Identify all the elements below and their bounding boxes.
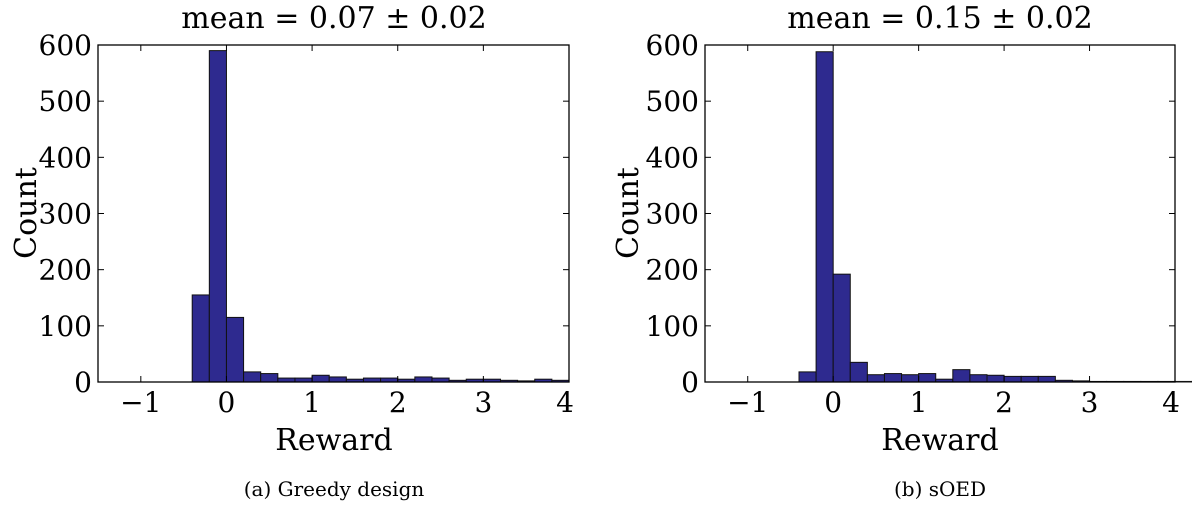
y-tick-label: 500 (646, 85, 699, 118)
x-ticks: −1 0 1 2 3 4 (120, 45, 574, 419)
y-tick-label: 300 (646, 198, 699, 231)
y-tick-label: 300 (39, 198, 92, 231)
histogram-bar (328, 376, 347, 383)
x-axis-label: Reward (881, 423, 998, 458)
histogram-bar (191, 294, 210, 383)
x-tick-label: 0 (824, 386, 842, 419)
histogram-bar (969, 374, 988, 383)
y-tick-label: 100 (39, 310, 92, 343)
plot-frame (97, 44, 570, 383)
histogram-bar (952, 369, 971, 383)
histogram-bar (243, 371, 262, 383)
figure-caption: (b) sOED (894, 477, 986, 501)
histogram-bar (849, 361, 868, 383)
histogram-soed: mean = 0.15 ± 0.02 −1 0 1 2 3 4 0 100 200 300 400… (611, 1, 1192, 501)
histogram-bar (208, 50, 227, 383)
y-ticks: 0 100 200 300 400 500 600 (39, 29, 569, 399)
histogram-bar (918, 373, 937, 383)
chart-title: mean = 0.15 ± 0.02 (787, 1, 1092, 36)
x-tick-label: 3 (474, 386, 492, 419)
x-tick-label: 4 (556, 386, 574, 419)
histogram-bar (1020, 375, 1039, 383)
histogram-bar (414, 376, 433, 383)
histogram-bar (986, 374, 1005, 383)
histogram-bar (901, 374, 920, 383)
histogram-bar (815, 51, 834, 383)
y-axis-label: Count (611, 167, 646, 259)
bars-layer (798, 51, 1192, 383)
x-ticks: −1 0 1 2 3 4 (727, 45, 1180, 419)
y-tick-label: 200 (646, 254, 699, 287)
histogram-bar (798, 371, 817, 383)
y-axis-label: Count (9, 167, 44, 259)
histogram-bar (832, 273, 851, 383)
y-tick-label: 400 (646, 141, 699, 174)
histogram-bar (311, 374, 330, 383)
x-axis-label: Reward (275, 423, 392, 458)
histogram-bar (1037, 375, 1056, 383)
y-tick-label: 0 (74, 366, 92, 399)
x-tick-label: 2 (389, 386, 407, 419)
x-tick-label: 4 (1162, 386, 1180, 419)
y-tick-label: 0 (681, 366, 699, 399)
y-tick-label: 600 (39, 29, 92, 62)
histogram-bar (1003, 375, 1022, 383)
histogram-bar (1174, 380, 1192, 383)
panel-greedy-design: mean = 0.07 ± 0.02 −1 0 1 2 3 4 0 100 200 300 400… (9, 1, 574, 501)
figure-caption: (a) Greedy design (244, 477, 425, 501)
y-tick-label: 100 (646, 310, 699, 343)
y-ticks: 0 100 200 300 400 500 600 (646, 29, 1175, 399)
y-tick-label: 400 (39, 141, 92, 174)
y-tick-label: 200 (39, 254, 92, 287)
y-tick-label: 500 (39, 85, 92, 118)
histogram-bar (866, 374, 885, 383)
x-tick-label: −1 (120, 386, 161, 419)
plot-frame (704, 44, 1176, 383)
y-tick-label: 600 (646, 29, 699, 62)
panel-soed: mean = 0.15 ± 0.02 −1 0 1 2 3 4 0 100 200 300 400… (596, 0, 1192, 506)
histogram-greedy-design: mean = 0.07 ± 0.02 −1 0 1 2 3 4 0 100 200 300 400… (9, 1, 574, 501)
x-tick-label: 2 (995, 386, 1013, 419)
bars-layer (191, 50, 570, 383)
x-tick-label: 1 (303, 386, 321, 419)
chart-title: mean = 0.07 ± 0.02 (181, 1, 486, 36)
x-tick-label: 0 (218, 386, 236, 419)
histogram-bar (883, 373, 903, 383)
x-tick-label: 3 (1081, 386, 1099, 419)
histogram-bar (260, 373, 279, 383)
x-tick-label: −1 (727, 386, 768, 419)
x-tick-label: 1 (910, 386, 928, 419)
histogram-bar (225, 316, 245, 383)
